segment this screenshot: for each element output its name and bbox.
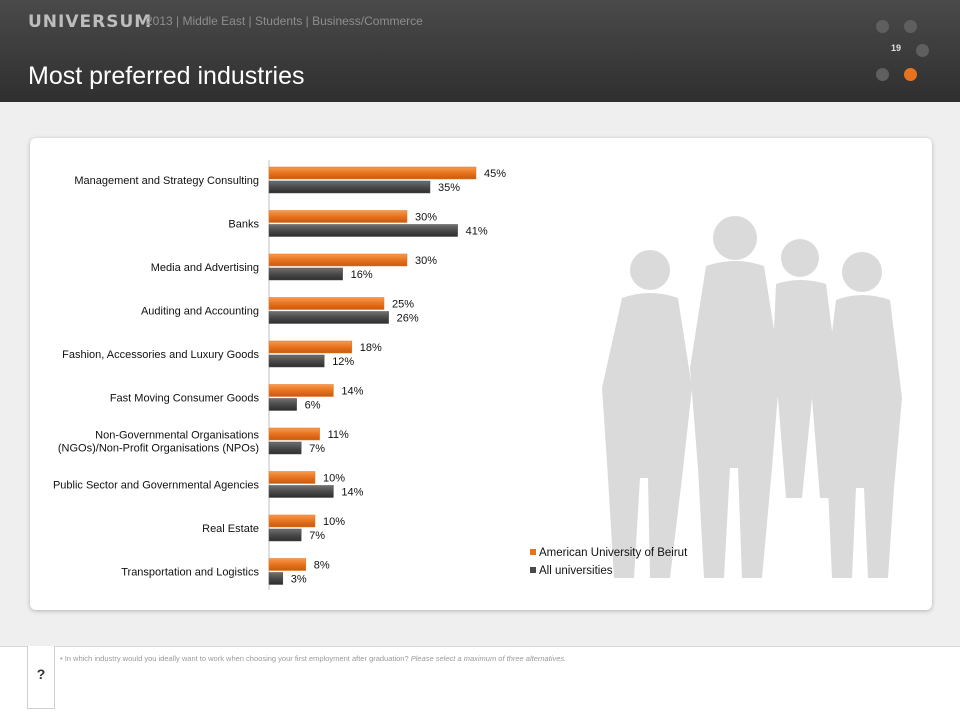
data-label: 18% bbox=[360, 342, 382, 354]
bar-aub bbox=[268, 297, 385, 310]
data-label: 12% bbox=[332, 356, 354, 368]
page-title: Most preferred industries bbox=[28, 62, 305, 90]
data-label: 30% bbox=[415, 212, 437, 224]
data-label: 35% bbox=[438, 182, 460, 194]
data-label: 16% bbox=[351, 269, 373, 281]
data-label: 7% bbox=[309, 530, 325, 542]
category-label: Fashion, Accessories and Luxury Goods bbox=[62, 349, 259, 361]
bar-aub bbox=[268, 558, 307, 571]
legend-label: American University of Beirut bbox=[539, 547, 688, 559]
data-label: 10% bbox=[323, 516, 345, 528]
nav-dot-icon[interactable] bbox=[876, 20, 889, 33]
brand-logo: UNIVERSUM bbox=[28, 12, 153, 32]
data-label: 41% bbox=[466, 226, 488, 238]
data-label: 30% bbox=[415, 255, 437, 267]
bar-aub bbox=[268, 514, 316, 528]
bar-all bbox=[268, 398, 297, 411]
data-label: 45% bbox=[484, 168, 506, 180]
bar-all bbox=[268, 224, 458, 237]
footnote: • In which industry would you ideally wa… bbox=[60, 654, 567, 663]
silhouette-people-icon bbox=[602, 216, 902, 578]
category-label: (NGOs)/Non-Profit Organisations (NPOs) bbox=[58, 443, 259, 455]
report-subtitle: 2013 | Middle East | Students | Business… bbox=[146, 14, 423, 28]
question-mark-icon: ? bbox=[36, 666, 46, 682]
data-label: 7% bbox=[309, 443, 325, 455]
legend-swatch bbox=[530, 549, 536, 555]
survey-question: In which industry would you ideally want… bbox=[64, 654, 409, 663]
bar-all bbox=[268, 485, 334, 498]
category-label: Auditing and Accounting bbox=[141, 306, 259, 318]
nav-dot-icon[interactable] bbox=[916, 44, 929, 57]
category-label: Management and Strategy Consulting bbox=[74, 175, 259, 187]
bar-aub bbox=[268, 253, 408, 267]
bar-aub bbox=[268, 210, 408, 223]
category-label: Real Estate bbox=[202, 523, 259, 535]
nav-dot-icon[interactable] bbox=[904, 20, 917, 33]
nav-dot-active-icon[interactable] bbox=[904, 68, 917, 81]
bar-aub bbox=[268, 384, 334, 397]
category-label: Public Sector and Governmental Agencies bbox=[53, 480, 260, 492]
bar-chart: Management and Strategy Consulting 45% 35%… bbox=[53, 160, 902, 590]
data-label: 14% bbox=[341, 386, 363, 398]
data-label: 14% bbox=[341, 487, 363, 499]
bar-aub bbox=[268, 427, 320, 441]
data-label: 26% bbox=[397, 313, 419, 325]
legend-swatch bbox=[530, 567, 536, 573]
nav-dot-icon[interactable] bbox=[876, 68, 889, 81]
bar-aub bbox=[268, 340, 353, 354]
page-number: 19 bbox=[890, 43, 901, 53]
category-label: Media and Advertising bbox=[151, 262, 259, 274]
data-label: 8% bbox=[314, 560, 330, 572]
category-label: Fast Moving Consumer Goods bbox=[110, 393, 260, 405]
bar-all bbox=[268, 180, 431, 194]
bar-aub bbox=[268, 471, 316, 484]
bar-all bbox=[268, 354, 325, 368]
bar-all bbox=[268, 441, 302, 455]
data-label: 6% bbox=[305, 400, 321, 412]
data-label: 10% bbox=[323, 473, 345, 485]
category-label: Non-Governmental Organisations bbox=[95, 430, 259, 442]
bar-all bbox=[268, 572, 284, 585]
bar-aub bbox=[268, 166, 477, 180]
bar-all bbox=[268, 528, 302, 542]
data-label: 25% bbox=[392, 299, 414, 311]
chart-panel: Management and Strategy Consulting 45% 35%… bbox=[30, 138, 932, 610]
navigation-dots bbox=[870, 14, 934, 86]
category-label: Banks bbox=[228, 219, 259, 231]
category-label: Transportation and Logistics bbox=[121, 567, 259, 579]
header-bar: UNIVERSUM 2013 | Middle East | Students … bbox=[0, 0, 960, 102]
data-label: 11% bbox=[328, 429, 349, 441]
bar-all bbox=[268, 267, 343, 281]
bar-all bbox=[268, 311, 389, 324]
help-tab[interactable]: ? bbox=[27, 646, 55, 709]
legend-label: All universities bbox=[539, 565, 613, 577]
survey-instruction: Please select a maximum of three alterna… bbox=[410, 654, 567, 663]
data-label: 3% bbox=[291, 574, 307, 586]
